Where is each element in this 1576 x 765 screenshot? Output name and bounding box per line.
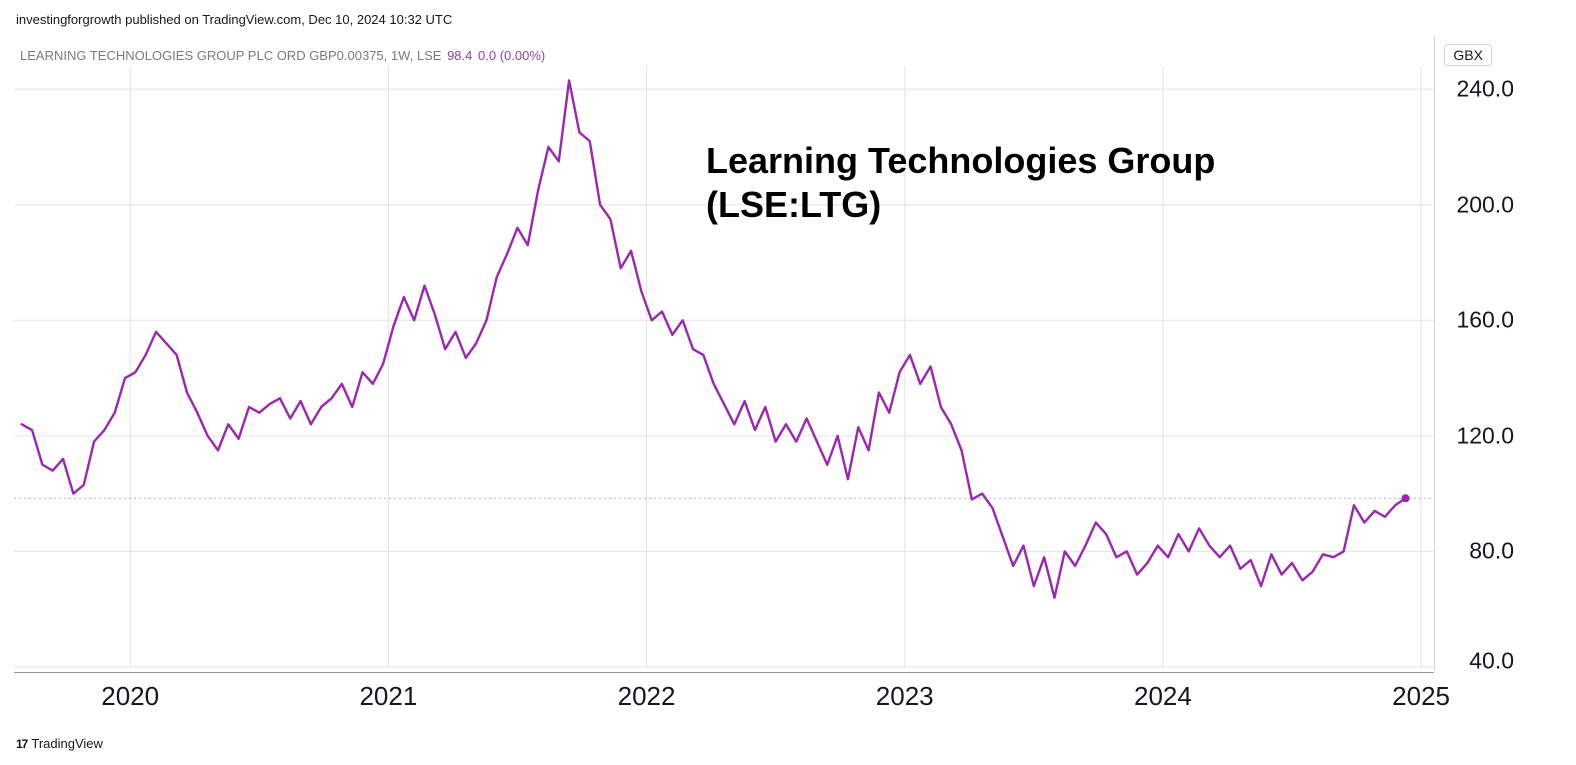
attribution-text: investingforgrowth published on TradingV… (16, 12, 452, 27)
chart-subtitle-overlay: (LSE:LTG) (706, 184, 881, 226)
y-tick-label: 240.0 (1456, 76, 1514, 103)
y-axis-unit: GBX (1444, 44, 1492, 66)
y-tick-label: 40.0 (1469, 648, 1514, 675)
x-tick-label: 2023 (876, 681, 934, 712)
y-tick-label: 200.0 (1456, 191, 1514, 218)
tradingview-label: TradingView (31, 736, 103, 751)
x-tick-label: 2021 (359, 681, 417, 712)
y-tick-label: 120.0 (1456, 422, 1514, 449)
chart-plot-area[interactable] (14, 36, 1435, 671)
x-tick-label: 2020 (101, 681, 159, 712)
x-tick-label: 2022 (618, 681, 676, 712)
tradingview-logo[interactable]: 17 TradingView (16, 736, 103, 751)
y-axis: GBX 40.080.0120.0160.0200.0240.0 (1434, 36, 1564, 671)
y-tick-label: 160.0 (1456, 307, 1514, 334)
chart-title-overlay: Learning Technologies Group (706, 140, 1215, 181)
chart-svg (14, 36, 1434, 671)
y-tick-label: 80.0 (1469, 538, 1514, 565)
x-tick-label: 2024 (1134, 681, 1192, 712)
x-axis: 202020212022202320242025 (14, 672, 1434, 733)
tradingview-icon: 17 (16, 737, 27, 751)
x-tick-label: 2025 (1392, 681, 1450, 712)
